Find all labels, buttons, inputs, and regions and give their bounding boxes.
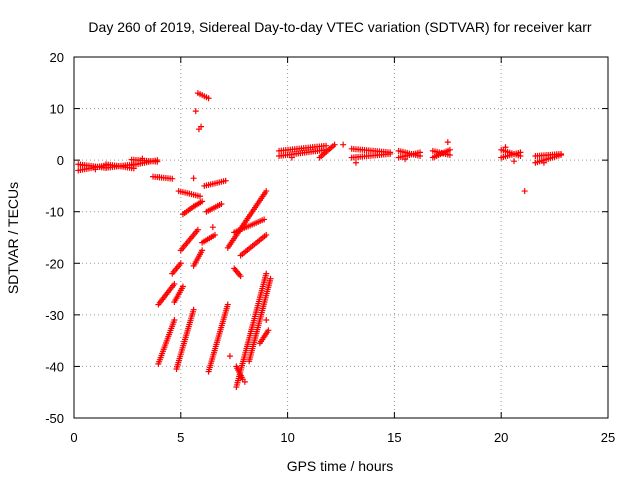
data-point (263, 188, 270, 195)
data-point (92, 166, 99, 173)
y-tick-label: -50 (45, 411, 64, 426)
data-point (263, 231, 270, 238)
data-point (288, 154, 295, 161)
data-point (446, 146, 453, 153)
data-point (540, 159, 547, 166)
data-point (177, 260, 184, 267)
data-point (352, 159, 359, 166)
data-point (402, 156, 409, 163)
data-point (179, 283, 186, 290)
y-tick-label: -20 (45, 256, 64, 271)
y-tick-label: -30 (45, 308, 64, 323)
y-tick-label: -10 (45, 205, 64, 220)
data-point (558, 150, 565, 157)
data-point (211, 231, 218, 238)
data-point (237, 273, 244, 280)
data-point (205, 95, 212, 102)
y-tick-label: 20 (50, 50, 64, 65)
data-point (224, 301, 231, 308)
data-point (511, 158, 518, 165)
data-point (222, 177, 229, 184)
data-point (199, 198, 206, 205)
data-point (79, 162, 86, 169)
data-point (517, 149, 524, 156)
x-axis-label: GPS time / hours (287, 458, 394, 474)
y-tick-label: 10 (50, 102, 64, 117)
data-point (241, 378, 248, 385)
data-point (323, 142, 330, 149)
data-point (265, 327, 272, 334)
data-point (199, 247, 206, 254)
data-point (171, 280, 178, 287)
x-tick-label: 20 (494, 430, 508, 445)
x-tick-label: 15 (387, 430, 401, 445)
data-point (261, 216, 268, 223)
data-point (198, 123, 205, 130)
grid-lines (74, 57, 608, 418)
data-point (192, 108, 199, 115)
data-point (263, 270, 270, 277)
data-point (156, 174, 163, 181)
plot-frame (73, 56, 609, 419)
axis-ticks: 0 5 10 15 20 25 -50 -40 -30 -20 -10 0 10 20 (45, 50, 615, 445)
data-point (331, 141, 338, 148)
data-point (197, 193, 204, 200)
data-point (340, 141, 347, 148)
data-point (226, 353, 233, 360)
data-point (194, 226, 201, 233)
data-point (139, 155, 146, 162)
x-tick-label: 25 (601, 430, 615, 445)
data-point (267, 275, 274, 282)
data-point (446, 151, 453, 158)
data-point (417, 149, 424, 156)
chart-title: Day 260 of 2019, Sidereal Day-to-day VTE… (88, 19, 591, 35)
data-point (169, 175, 176, 182)
y-axis-label: SDTVAR / TECUs (5, 182, 21, 294)
data-point (190, 306, 197, 313)
data-point (263, 317, 270, 324)
y-tick-label: -40 (45, 359, 64, 374)
data-point (190, 175, 197, 182)
data-point (521, 188, 528, 195)
data-point (154, 157, 161, 164)
x-tick-label: 10 (280, 430, 294, 445)
data-series-sdtvar (75, 90, 565, 391)
data-point (209, 224, 216, 231)
data-point (444, 139, 451, 146)
data-point (218, 200, 225, 207)
data-point (171, 317, 178, 324)
x-tick-label: 0 (70, 430, 77, 445)
data-point (387, 150, 394, 157)
y-tick-label: 0 (57, 153, 64, 168)
data-point (502, 144, 509, 151)
x-tick-label: 5 (177, 430, 184, 445)
